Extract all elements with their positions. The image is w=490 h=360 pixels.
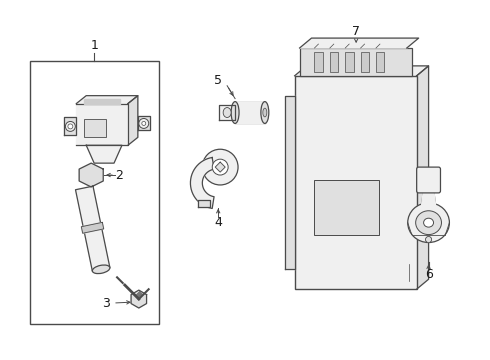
Polygon shape	[128, 96, 138, 145]
Polygon shape	[75, 186, 110, 271]
Bar	[30, 61, 159, 324]
Bar	[315, 180, 379, 235]
Bar	[294, 76, 416, 289]
Polygon shape	[285, 96, 294, 269]
Polygon shape	[191, 157, 214, 208]
Polygon shape	[81, 222, 104, 233]
Polygon shape	[294, 66, 429, 76]
Ellipse shape	[92, 265, 110, 274]
Polygon shape	[235, 102, 265, 123]
Text: 1: 1	[90, 39, 98, 51]
Circle shape	[426, 237, 432, 243]
Text: 4: 4	[214, 216, 222, 229]
Circle shape	[212, 159, 228, 175]
Bar	[299, 48, 412, 76]
Polygon shape	[76, 104, 128, 145]
Bar	[376, 52, 385, 72]
Ellipse shape	[261, 102, 269, 123]
Bar	[330, 52, 338, 72]
Text: 6: 6	[425, 268, 433, 281]
Polygon shape	[198, 200, 210, 207]
FancyBboxPatch shape	[416, 167, 441, 193]
Polygon shape	[219, 105, 235, 121]
Ellipse shape	[263, 108, 267, 117]
Circle shape	[202, 149, 238, 185]
Text: 7: 7	[352, 24, 360, 38]
Polygon shape	[84, 99, 120, 104]
Polygon shape	[79, 163, 103, 187]
Bar	[345, 52, 354, 72]
Circle shape	[426, 237, 432, 243]
Circle shape	[139, 118, 149, 129]
Circle shape	[142, 121, 146, 125]
Polygon shape	[64, 117, 76, 135]
Polygon shape	[416, 66, 429, 289]
Polygon shape	[86, 145, 122, 163]
Polygon shape	[76, 96, 138, 104]
Text: 2: 2	[115, 168, 123, 181]
Circle shape	[68, 124, 73, 129]
Polygon shape	[138, 116, 150, 130]
Ellipse shape	[416, 211, 441, 235]
Ellipse shape	[231, 102, 239, 123]
Bar	[361, 52, 369, 72]
Text: 5: 5	[214, 74, 222, 87]
Circle shape	[65, 121, 75, 131]
Polygon shape	[131, 290, 147, 308]
Polygon shape	[421, 189, 436, 205]
Ellipse shape	[408, 203, 449, 243]
Ellipse shape	[424, 218, 434, 227]
Bar	[315, 52, 323, 72]
Polygon shape	[299, 38, 418, 48]
Polygon shape	[215, 162, 225, 172]
Text: 3: 3	[102, 297, 110, 310]
Ellipse shape	[223, 108, 231, 117]
Bar	[84, 120, 106, 137]
